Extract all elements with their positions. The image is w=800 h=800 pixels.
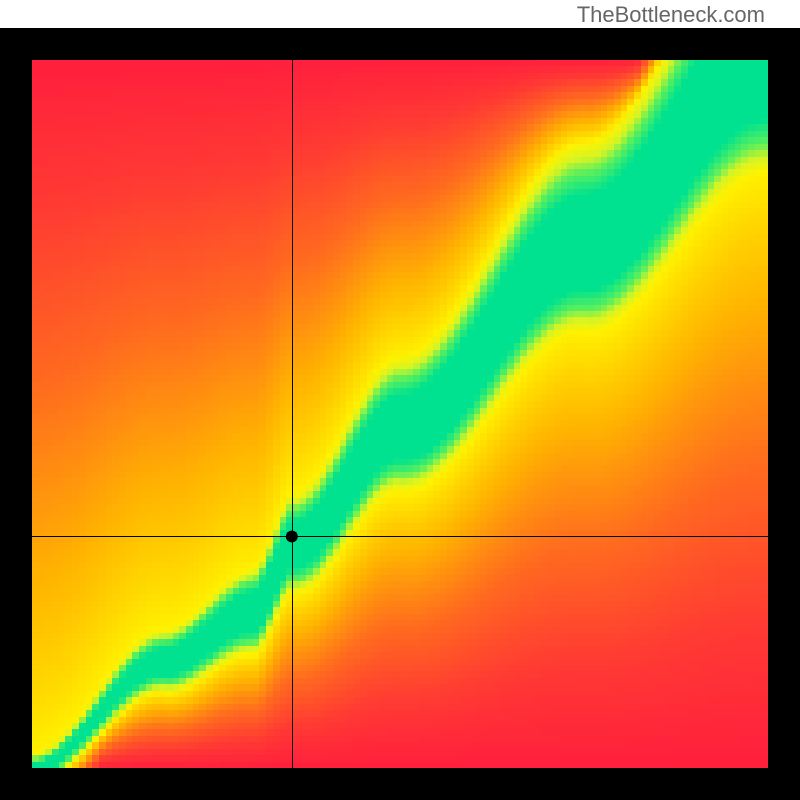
chart-container: TheBottleneck.com: [0, 0, 800, 800]
bottleneck-heatmap-canvas: [0, 0, 800, 800]
watermark-text: TheBottleneck.com: [577, 2, 765, 28]
